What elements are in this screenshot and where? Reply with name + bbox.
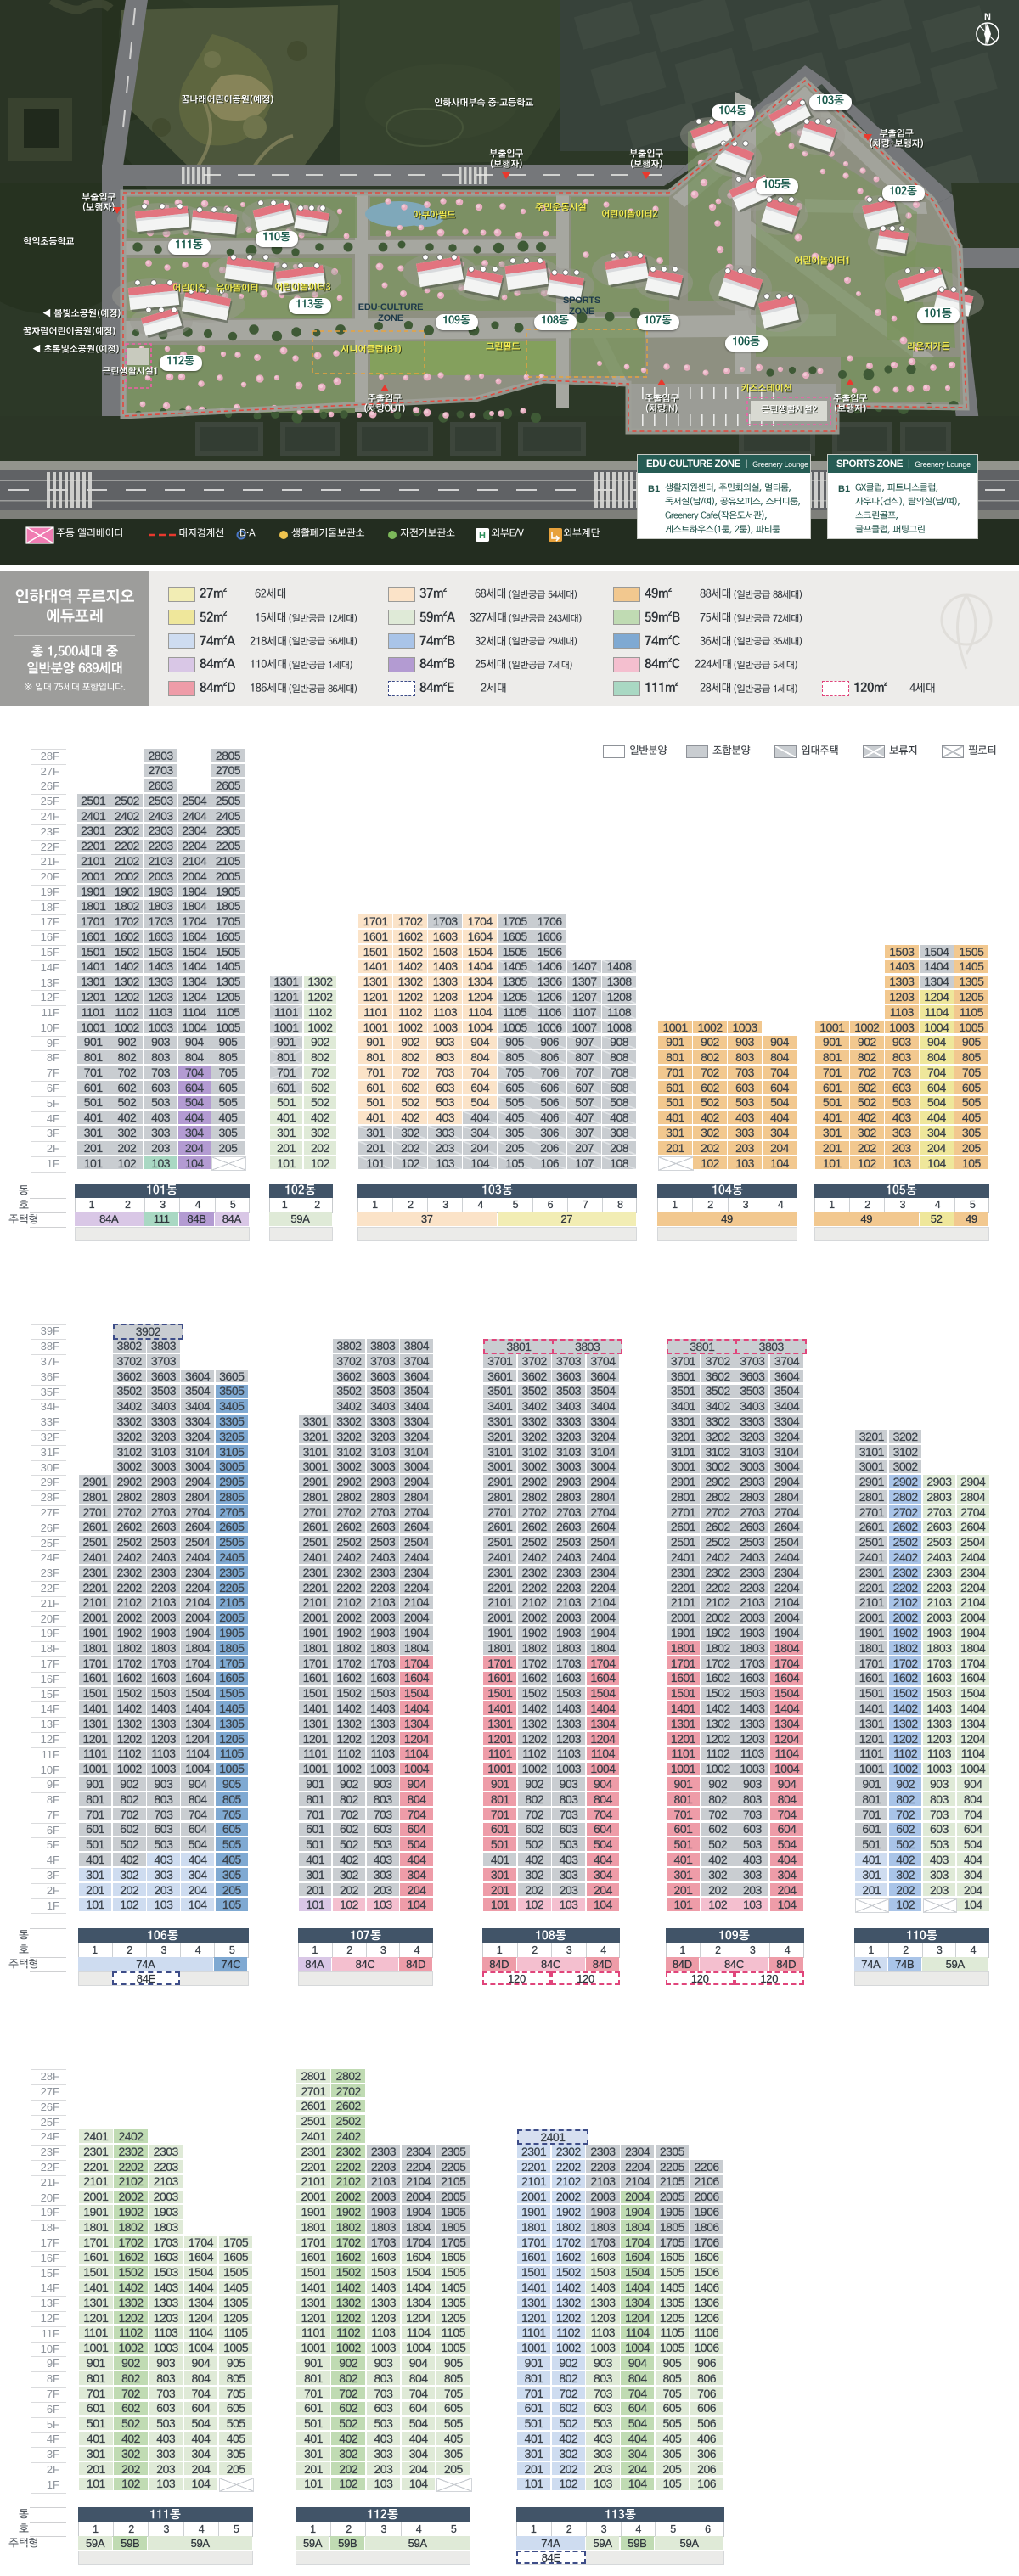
svg-text:H: H [479, 531, 486, 541]
svg-text:N: N [984, 12, 991, 22]
